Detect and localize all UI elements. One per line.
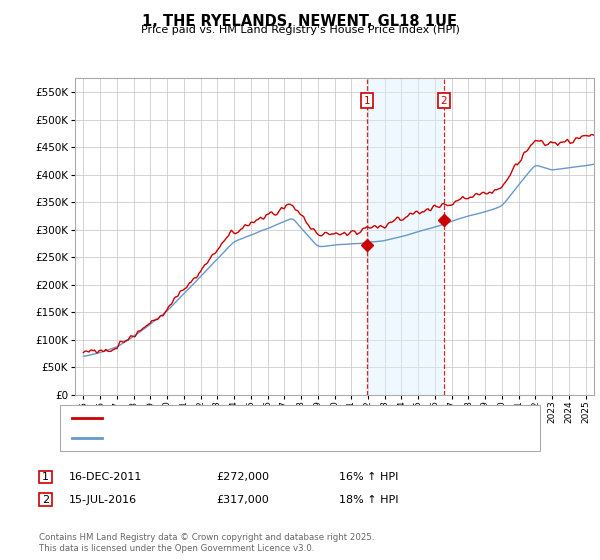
- Text: 16-DEC-2011: 16-DEC-2011: [69, 472, 142, 482]
- Text: 1: 1: [42, 472, 49, 482]
- Text: £272,000: £272,000: [216, 472, 269, 482]
- Text: 1, THE RYELANDS, NEWENT, GL18 1UE: 1, THE RYELANDS, NEWENT, GL18 1UE: [143, 14, 458, 29]
- Text: 2: 2: [42, 494, 49, 505]
- Text: 18% ↑ HPI: 18% ↑ HPI: [339, 494, 398, 505]
- Text: Contains HM Land Registry data © Crown copyright and database right 2025.
This d: Contains HM Land Registry data © Crown c…: [39, 533, 374, 553]
- Text: £317,000: £317,000: [216, 494, 269, 505]
- Text: Price paid vs. HM Land Registry's House Price Index (HPI): Price paid vs. HM Land Registry's House …: [140, 25, 460, 35]
- Text: 1, THE RYELANDS, NEWENT, GL18 1UE (detached house): 1, THE RYELANDS, NEWENT, GL18 1UE (detac…: [111, 413, 407, 423]
- Text: HPI: Average price, detached house, Forest of Dean: HPI: Average price, detached house, Fore…: [111, 433, 380, 443]
- Text: 15-JUL-2016: 15-JUL-2016: [69, 494, 137, 505]
- Text: 2: 2: [440, 96, 448, 105]
- Text: 1: 1: [364, 96, 371, 105]
- Text: 16% ↑ HPI: 16% ↑ HPI: [339, 472, 398, 482]
